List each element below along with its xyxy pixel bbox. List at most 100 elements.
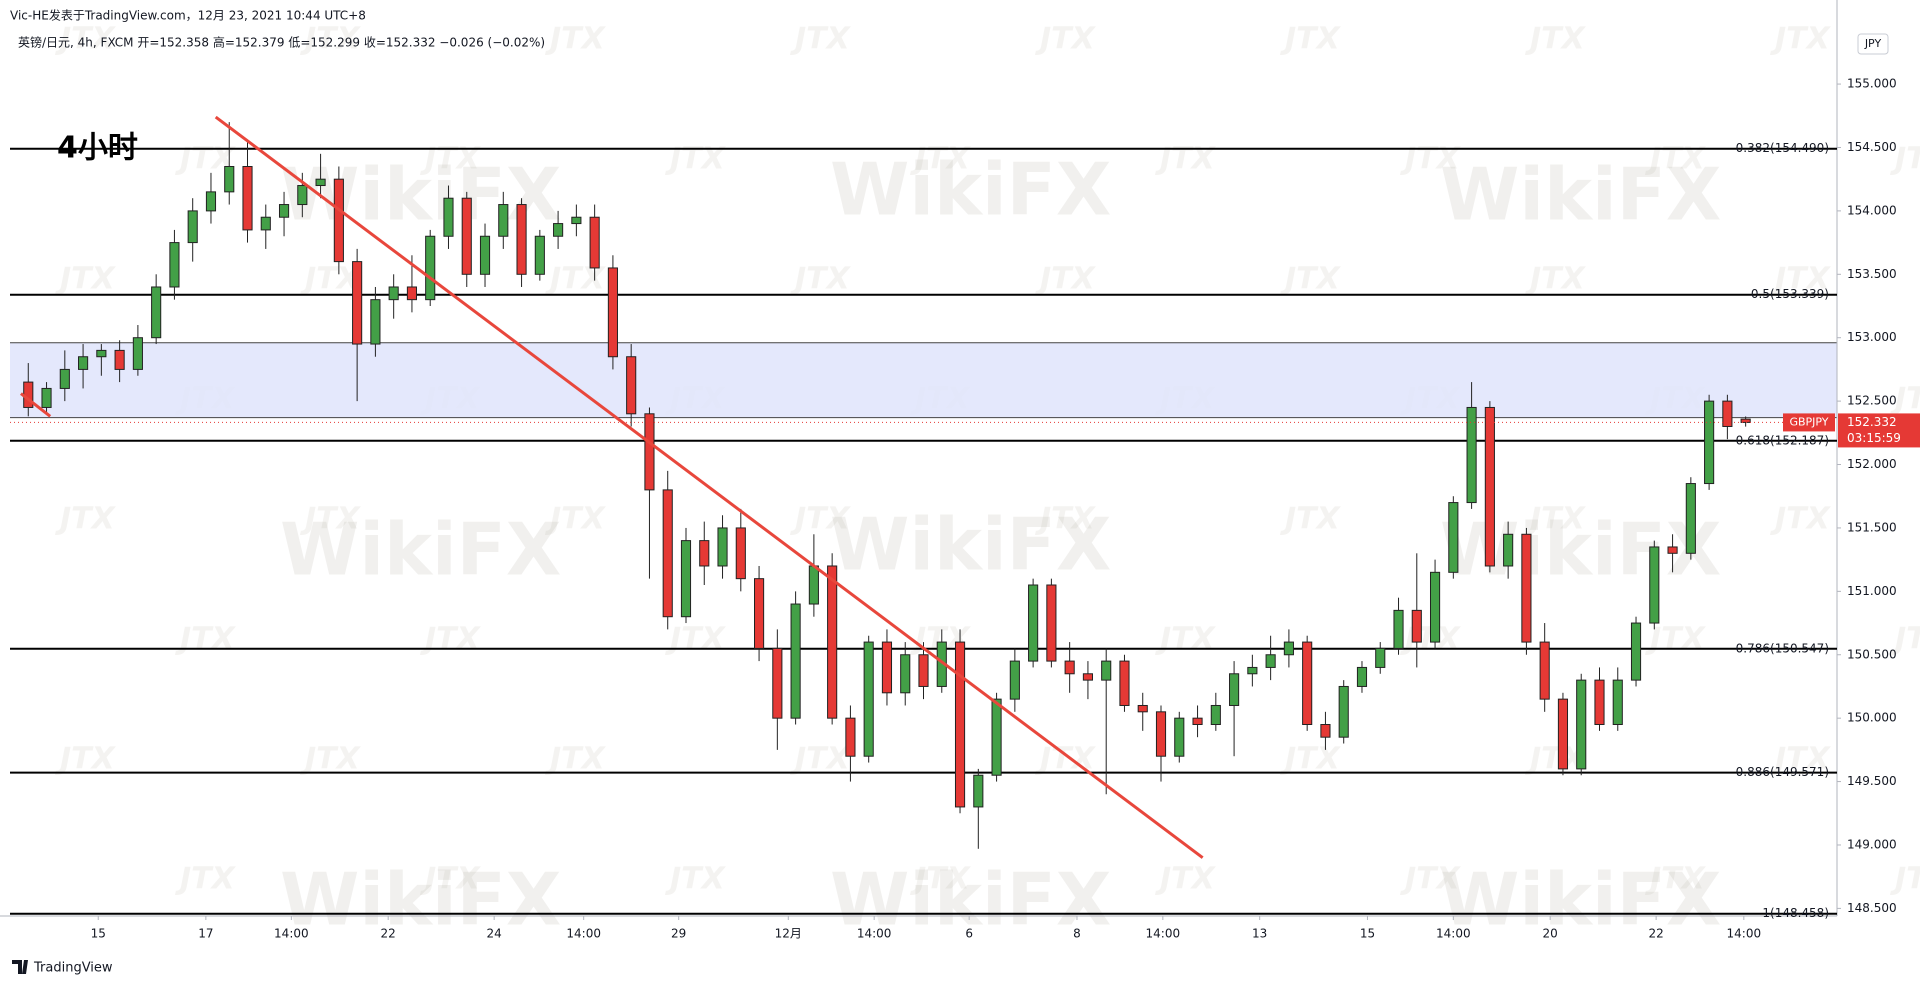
watermark-small: JTX — [1890, 142, 1920, 177]
candle-body — [571, 216, 582, 225]
candle-body — [1503, 533, 1514, 567]
candle-body — [1009, 660, 1020, 700]
watermark-small: JTX — [790, 742, 852, 777]
candle-body — [1247, 666, 1258, 675]
x-tick-label: 22 — [1648, 927, 1663, 941]
watermark-small: JTX — [545, 502, 607, 537]
candle-body — [1174, 717, 1185, 757]
x-tick-label: 17 — [198, 927, 213, 941]
candle-body — [1064, 660, 1075, 675]
watermark-small: JTX — [300, 502, 362, 537]
level-label: 0.382(154.490) — [1736, 141, 1829, 155]
price-tag — [1838, 413, 1920, 448]
watermark-small: JTX — [1525, 262, 1587, 297]
symbol-tag-label: GBPJPY — [1789, 415, 1828, 428]
candle-body — [1082, 673, 1093, 681]
level-label: 0.786(150.547) — [1736, 641, 1829, 655]
candle-body — [881, 641, 893, 694]
y-tick-label: 152.000 — [1847, 457, 1897, 471]
candle-body — [827, 565, 838, 719]
candle-body — [406, 286, 418, 301]
candle-body — [717, 527, 728, 567]
candle-body — [187, 210, 198, 244]
candle-body — [1521, 533, 1532, 643]
currency-button[interactable] — [1857, 33, 1889, 55]
candle-body — [644, 413, 655, 491]
candle-body — [1649, 546, 1660, 624]
y-tick-label: 152.500 — [1847, 394, 1897, 408]
x-tick-label: 12月 — [775, 927, 802, 941]
candle-body — [754, 578, 765, 649]
footer: TradingView — [33, 961, 113, 976]
candle-body — [1265, 654, 1276, 668]
watermark-small: JTX — [1890, 622, 1920, 657]
watermark-small: JTX — [1890, 382, 1920, 417]
watermark-small: JTX — [790, 22, 852, 57]
footer-logo — [12, 960, 28, 974]
watermark-small: JTX — [1770, 502, 1832, 537]
candle-body — [1393, 609, 1404, 649]
watermark-small: JTX — [1155, 622, 1217, 657]
watermarks: WikiFX WikiFX WikiFX WikiFX WikiFX WikiFX Wiki… — [55, 22, 1920, 942]
watermark-small: JTX — [55, 22, 117, 57]
candle-body — [169, 242, 180, 288]
watermark-small: JTX — [1155, 862, 1217, 897]
candle-body — [1119, 660, 1130, 706]
x-tick-label: 14:00 — [274, 927, 309, 941]
candle-body — [918, 654, 929, 687]
candle-body — [479, 235, 491, 275]
candle-body — [1630, 622, 1642, 681]
candle-body — [151, 286, 162, 339]
candle-body — [96, 349, 107, 358]
y-tick-label: 151.000 — [1847, 584, 1897, 598]
countdown-label: 03:15:59 — [1847, 431, 1901, 445]
candle-body — [461, 197, 472, 275]
candle-body — [1667, 546, 1678, 554]
candle-body — [114, 349, 125, 370]
watermark-small: JTX — [1770, 22, 1832, 57]
candle-body — [954, 641, 966, 808]
candle-body — [808, 565, 819, 605]
candle-body — [1320, 724, 1331, 738]
currency-label[interactable]: JPY — [1864, 37, 1882, 50]
candle-body — [388, 286, 399, 301]
candle-body — [1283, 641, 1294, 656]
watermark-small: JTX — [1035, 502, 1097, 537]
watermark-small: JTX — [1645, 622, 1707, 657]
y-tick-label: 151.500 — [1847, 520, 1897, 534]
watermark-small: JTX — [1035, 22, 1097, 57]
candle-body — [1722, 400, 1733, 427]
watermark: WikiFX — [1440, 153, 1721, 237]
candle-body — [1448, 502, 1459, 573]
candle-body — [553, 223, 564, 237]
x-tick-label: 15 — [91, 927, 106, 941]
watermark: WikiFX — [1440, 858, 1721, 942]
watermark-small: JTX — [1645, 142, 1707, 177]
watermark-small: JTX — [420, 142, 482, 177]
watermark-small: JTX — [1770, 742, 1832, 777]
candle-body — [1484, 406, 1495, 567]
watermark-small: JTX — [910, 142, 972, 177]
x-tick-label: 20 — [1543, 927, 1558, 941]
plot-area: 148.500 149.000 149.500 150.000 150.500 151.0… — [0, 0, 1920, 941]
y-tick-label: 154.000 — [1847, 203, 1897, 217]
watermark-small: JTX — [55, 742, 117, 777]
trend-line — [20, 392, 52, 418]
candle-body — [1101, 660, 1112, 681]
x-tick-label: 14:00 — [857, 927, 892, 941]
candle-body — [1356, 666, 1368, 687]
candle-body — [1429, 571, 1441, 643]
candle-body — [1557, 698, 1569, 770]
candle-body — [297, 185, 308, 206]
watermark-small: JTX — [300, 22, 362, 57]
watermark-small: JTX — [665, 622, 727, 657]
watermark-small: JTX — [420, 622, 482, 657]
watermark-small: JTX — [1645, 862, 1707, 897]
watermark-small: JTX — [1280, 22, 1342, 57]
watermark-small: JTX — [1525, 502, 1587, 537]
candle-body — [443, 197, 454, 237]
candle-body — [1375, 647, 1386, 668]
watermark: WikiFX — [280, 508, 561, 592]
candle-body — [278, 204, 290, 218]
